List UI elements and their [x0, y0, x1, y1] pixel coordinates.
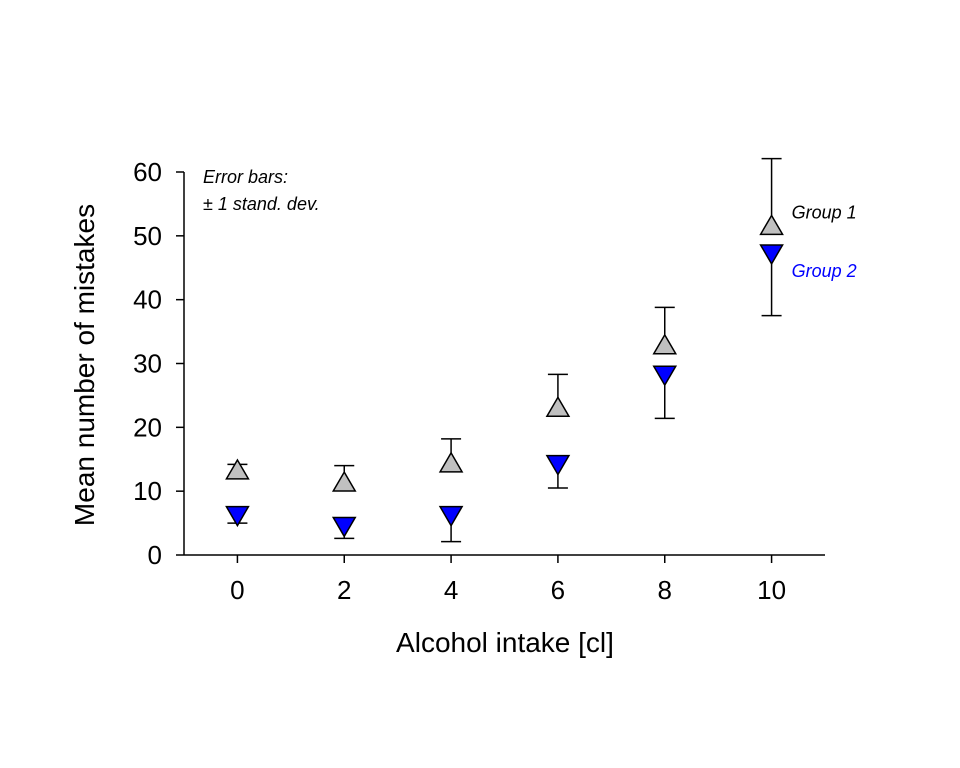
legend-label-1: Group 1: [792, 202, 857, 222]
y-tick-label: 60: [133, 157, 162, 187]
x-tick-label: 2: [337, 575, 351, 605]
x-tick-label: 6: [551, 575, 565, 605]
x-tick-label: 8: [658, 575, 672, 605]
data-point: [545, 395, 571, 418]
data-point: [652, 365, 678, 387]
data-point: [438, 505, 464, 528]
data-point: [545, 454, 571, 477]
plot-area: 0 10 20 30 40 50 60 0 2 4 6 8 10 Group 1 Group 2: [133, 157, 857, 605]
x-axis-title: Alcohol intake [cl]: [396, 627, 614, 658]
legend-label-2: Group 2: [792, 261, 857, 281]
data-point: [331, 470, 357, 492]
data-point: [331, 516, 357, 538]
y-tick-label: 30: [133, 349, 162, 379]
data-point: [652, 333, 678, 355]
x-tick-label: 4: [444, 575, 458, 605]
y-tick-label: 0: [148, 540, 162, 570]
x-tick-label: 0: [230, 575, 244, 605]
data-point: [759, 244, 784, 266]
y-axis-title: Mean number of mistakes: [69, 204, 100, 526]
data-point: [225, 458, 250, 480]
y-tick-label: 20: [133, 412, 162, 442]
x-tick-label: 10: [757, 575, 786, 605]
data-point: [438, 451, 464, 473]
error-bar-note-line-1: Error bars:: [203, 167, 288, 187]
y-tick-label: 40: [133, 285, 162, 315]
y-tick-label: 50: [133, 221, 162, 251]
y-tick-label: 10: [133, 476, 162, 506]
data-point: [759, 213, 784, 236]
error-bar-note-line-2: ± 1 stand. dev.: [203, 194, 320, 214]
data-point: [225, 505, 250, 528]
